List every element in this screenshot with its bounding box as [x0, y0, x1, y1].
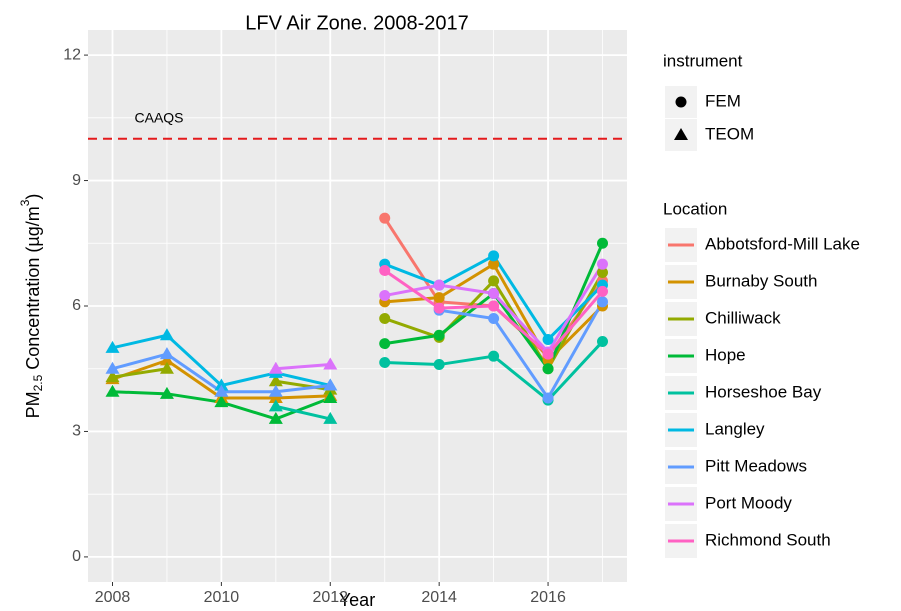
legend-label: Port Moody	[705, 493, 792, 512]
x-tick-label: 2010	[204, 589, 240, 606]
point	[214, 395, 229, 408]
legend-label: Horseshoe Bay	[705, 382, 822, 401]
point	[488, 258, 500, 270]
series-line	[275, 379, 331, 392]
point	[379, 290, 391, 302]
legend-label: FEM	[705, 91, 741, 110]
point	[214, 378, 229, 391]
point	[323, 411, 338, 424]
point	[268, 391, 283, 403]
x-tick-label: 2012	[312, 589, 348, 606]
y-title-end: )	[23, 194, 43, 200]
point	[159, 328, 174, 341]
legend-label: Richmond South	[705, 530, 831, 549]
point	[597, 237, 608, 249]
y-tick-label: 12	[63, 46, 81, 63]
point	[488, 275, 500, 287]
y-tick-label: 3	[72, 423, 81, 440]
point	[488, 287, 500, 299]
point	[597, 285, 608, 297]
y-tick-label: 0	[72, 548, 81, 565]
point	[597, 336, 608, 348]
point	[542, 392, 554, 404]
x-tick-label: 2008	[95, 589, 131, 606]
point	[323, 391, 338, 403]
legend-label: Hope	[705, 345, 746, 364]
legend-title: Location	[663, 199, 727, 218]
y-tick-label: 9	[72, 172, 81, 189]
point	[597, 267, 608, 279]
point	[268, 361, 283, 374]
point	[542, 348, 554, 360]
y-title-sup: 3	[18, 199, 32, 206]
series-line	[275, 363, 331, 371]
legend-label: Abbotsford-Mill Lake	[705, 234, 860, 253]
x-axis-title: Year	[339, 590, 375, 610]
point	[488, 300, 500, 312]
point	[323, 357, 338, 370]
point	[268, 374, 283, 387]
x-tick-label: 2016	[530, 589, 566, 606]
legend-title: instrument	[663, 51, 743, 70]
legend-label: Langley	[705, 419, 765, 438]
y-title-main: PM	[23, 391, 43, 418]
point	[597, 258, 608, 270]
point	[159, 347, 174, 360]
point	[542, 363, 554, 375]
point	[433, 329, 445, 341]
point	[488, 250, 500, 262]
series-line	[438, 301, 604, 401]
point	[542, 333, 554, 345]
point	[379, 338, 391, 350]
point	[105, 361, 120, 374]
y-title-sub: 2.5	[31, 374, 45, 391]
point	[597, 296, 608, 308]
point	[433, 279, 445, 291]
legend-symbol	[674, 128, 688, 140]
point	[379, 212, 391, 224]
y-title-rest: Concentration (µg/m	[23, 206, 43, 374]
point	[488, 350, 500, 362]
legend-label: Chilliwack	[705, 308, 781, 327]
point	[433, 359, 445, 371]
point	[268, 399, 283, 412]
reference-label: CAAQS	[135, 109, 184, 125]
point	[488, 313, 500, 325]
point	[379, 264, 391, 276]
y-tick-label: 6	[72, 297, 81, 314]
point	[433, 292, 445, 304]
point	[214, 384, 229, 397]
legend-label: TEOM	[705, 124, 754, 143]
point	[105, 340, 120, 353]
point	[268, 411, 283, 424]
legend-label: Pitt Meadows	[705, 456, 807, 475]
chart-title: LFV Air Zone, 2008-2017	[245, 12, 468, 34]
x-tick-label: 2014	[421, 589, 457, 606]
series-line	[112, 367, 168, 379]
point	[379, 356, 391, 368]
point	[433, 302, 445, 314]
point	[159, 361, 174, 374]
series-line	[275, 404, 331, 421]
point	[159, 353, 174, 366]
y-axis-title: PM2.5 Concentration (µg/m3)	[18, 194, 45, 419]
point	[379, 313, 391, 325]
point	[268, 384, 283, 397]
point	[159, 386, 174, 399]
point	[105, 384, 120, 397]
point	[105, 370, 120, 383]
legend-symbol	[675, 96, 687, 108]
point	[323, 378, 338, 391]
legend-label: Burnaby South	[705, 271, 817, 290]
